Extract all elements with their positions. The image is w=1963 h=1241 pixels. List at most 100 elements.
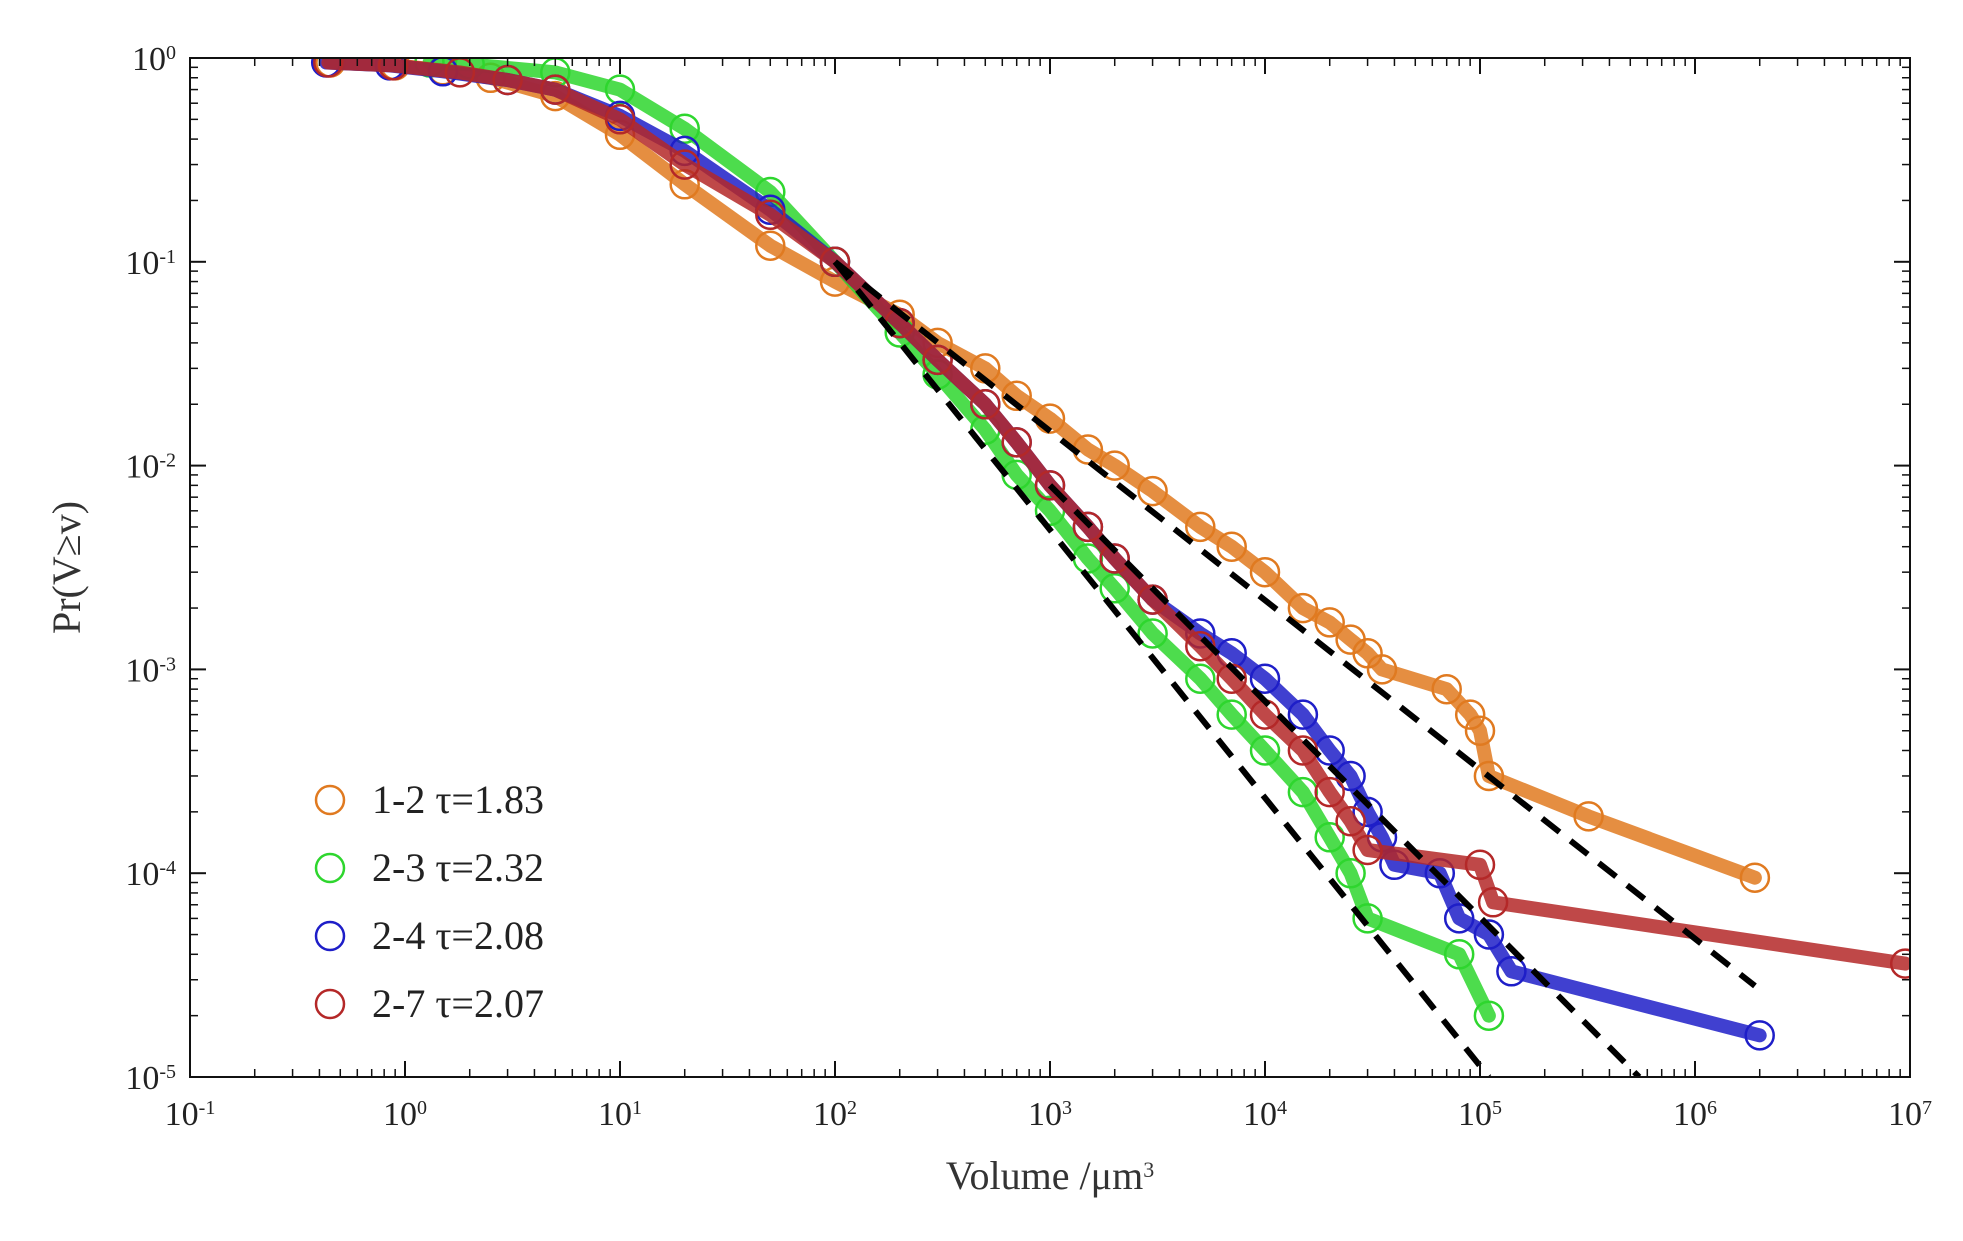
series-1-point <box>1137 475 1168 507</box>
y-tick-label-exponent: -3 <box>159 653 176 675</box>
y-tick-label-exponent: 0 <box>166 42 176 64</box>
y-tick-label: 10-2 <box>125 449 176 486</box>
series-3-point <box>1744 1020 1775 1051</box>
series-1-point <box>1431 673 1462 705</box>
x-tick-label-base: 10 <box>1888 1096 1922 1133</box>
series-2-point <box>604 74 636 105</box>
y-tick-label-exponent: -4 <box>159 857 176 879</box>
series-3-point <box>1496 956 1527 987</box>
series-3-point <box>1249 663 1281 694</box>
series-4-point <box>755 199 786 231</box>
legend-marker-1 <box>314 784 346 816</box>
series-3-point <box>1473 919 1505 950</box>
series-2-point <box>1099 573 1130 604</box>
series-1-point <box>1473 760 1505 792</box>
series-2-point <box>1473 1000 1505 1031</box>
series-4-point <box>1314 776 1345 808</box>
series-4-point <box>540 74 571 105</box>
ticks-layer <box>189 57 1911 1078</box>
series-2-point <box>1216 699 1247 730</box>
x-tick-label-base: 10 <box>1673 1096 1707 1133</box>
x-tick-label-base: 10 <box>598 1096 632 1133</box>
series-2-point <box>1137 618 1168 649</box>
x-tick-label-base: 10 <box>1458 1096 1492 1133</box>
x-tick-label: 100 <box>383 1096 427 1133</box>
series-4-point <box>1464 849 1496 881</box>
y-tick-label-base: 10 <box>125 449 159 486</box>
y-tick-label: 10-3 <box>125 652 176 689</box>
x-tick-label: 104 <box>1243 1096 1287 1133</box>
x-tick-label-exponent: 5 <box>1492 1097 1502 1119</box>
x-tick-label: 105 <box>1458 1096 1502 1133</box>
series-2-point <box>1335 857 1366 889</box>
x-tick-label-exponent: -1 <box>199 1097 216 1119</box>
series-4-point <box>604 104 636 135</box>
series-3-point <box>1352 796 1383 828</box>
legend-label-1: 1-2 τ=1.83 <box>372 777 544 822</box>
series-1-point <box>1249 556 1281 588</box>
series-4-point <box>1477 887 1509 918</box>
series-1-point <box>1216 531 1247 562</box>
series-1-point <box>1366 654 1398 685</box>
data-layer <box>310 58 1910 1051</box>
x-axis-label-text: Volume /μm <box>946 1153 1143 1198</box>
x-tick-label-exponent: 1 <box>632 1097 642 1119</box>
x-tick-label: 10-1 <box>165 1096 216 1133</box>
y-tick-label: 10-1 <box>125 245 176 282</box>
series-4-point <box>377 58 409 81</box>
series-1-point <box>1573 801 1604 832</box>
series-4-point <box>1034 470 1066 501</box>
x-tick-label: 106 <box>1673 1096 1717 1133</box>
series-4-point <box>1335 805 1366 837</box>
series-2-point <box>1249 735 1281 766</box>
y-tick-label-exponent: -5 <box>159 1061 176 1083</box>
series-4-point <box>1001 427 1032 458</box>
x-tick-label-exponent: 0 <box>417 1097 427 1119</box>
series-3-point <box>1287 699 1319 730</box>
y-tick-label: 10-5 <box>125 1060 176 1097</box>
y-tick-label: 10-4 <box>125 856 176 893</box>
fit-line-3 <box>1047 483 1642 1077</box>
series-1-point <box>1739 862 1771 893</box>
series-3-point <box>1443 903 1475 934</box>
legend-label-3: 2-4 τ=2.08 <box>372 913 544 958</box>
x-tick-label: 103 <box>1028 1096 1072 1133</box>
y-tick-label-exponent: -2 <box>159 450 176 472</box>
y-tick-label-base: 10 <box>125 856 159 893</box>
series-4-point <box>970 389 1001 420</box>
series-2-point <box>1185 663 1216 694</box>
x-tick-label-exponent: 4 <box>1277 1097 1287 1119</box>
y-axis-label: Pr(V≥v) <box>44 501 89 634</box>
legend-label-2: 2-3 τ=2.32 <box>372 845 544 890</box>
x-tick-label: 107 <box>1888 1096 1932 1133</box>
x-tick-label-base: 10 <box>165 1096 199 1133</box>
x-tick-label-base: 10 <box>1243 1096 1277 1133</box>
y-tick-label-base: 10 <box>125 245 159 282</box>
x-tick-label-base: 10 <box>813 1096 847 1133</box>
legend-marker-4 <box>314 988 346 1020</box>
y-tick-label: 100 <box>132 41 176 78</box>
legend-marker-2 <box>314 852 346 884</box>
x-tick-label-exponent: 3 <box>1062 1097 1072 1119</box>
y-tick-label-base: 10 <box>132 41 166 78</box>
x-axis-label-superscript: 3 <box>1143 1157 1154 1182</box>
series-4-point <box>922 344 953 376</box>
series-4-point <box>1889 948 1910 979</box>
series-1-point <box>755 230 786 261</box>
series-2-point <box>1314 822 1345 853</box>
series-2-point <box>669 113 700 144</box>
legend-label-4: 2-7 τ=2.07 <box>372 981 544 1026</box>
series-1-point <box>1001 380 1032 412</box>
series-1-point <box>1185 511 1216 543</box>
series-2-band <box>422 58 1496 1023</box>
legend-marker-3 <box>314 920 346 952</box>
series-4-point <box>669 149 700 180</box>
x-tick-label-exponent: 7 <box>1922 1097 1932 1119</box>
series-1-point <box>1464 715 1496 746</box>
series-1-band <box>323 58 1762 885</box>
x-tick-label-base: 10 <box>1028 1096 1062 1133</box>
x-tick-label-exponent: 6 <box>1707 1097 1717 1119</box>
series-2-point <box>1352 903 1383 934</box>
